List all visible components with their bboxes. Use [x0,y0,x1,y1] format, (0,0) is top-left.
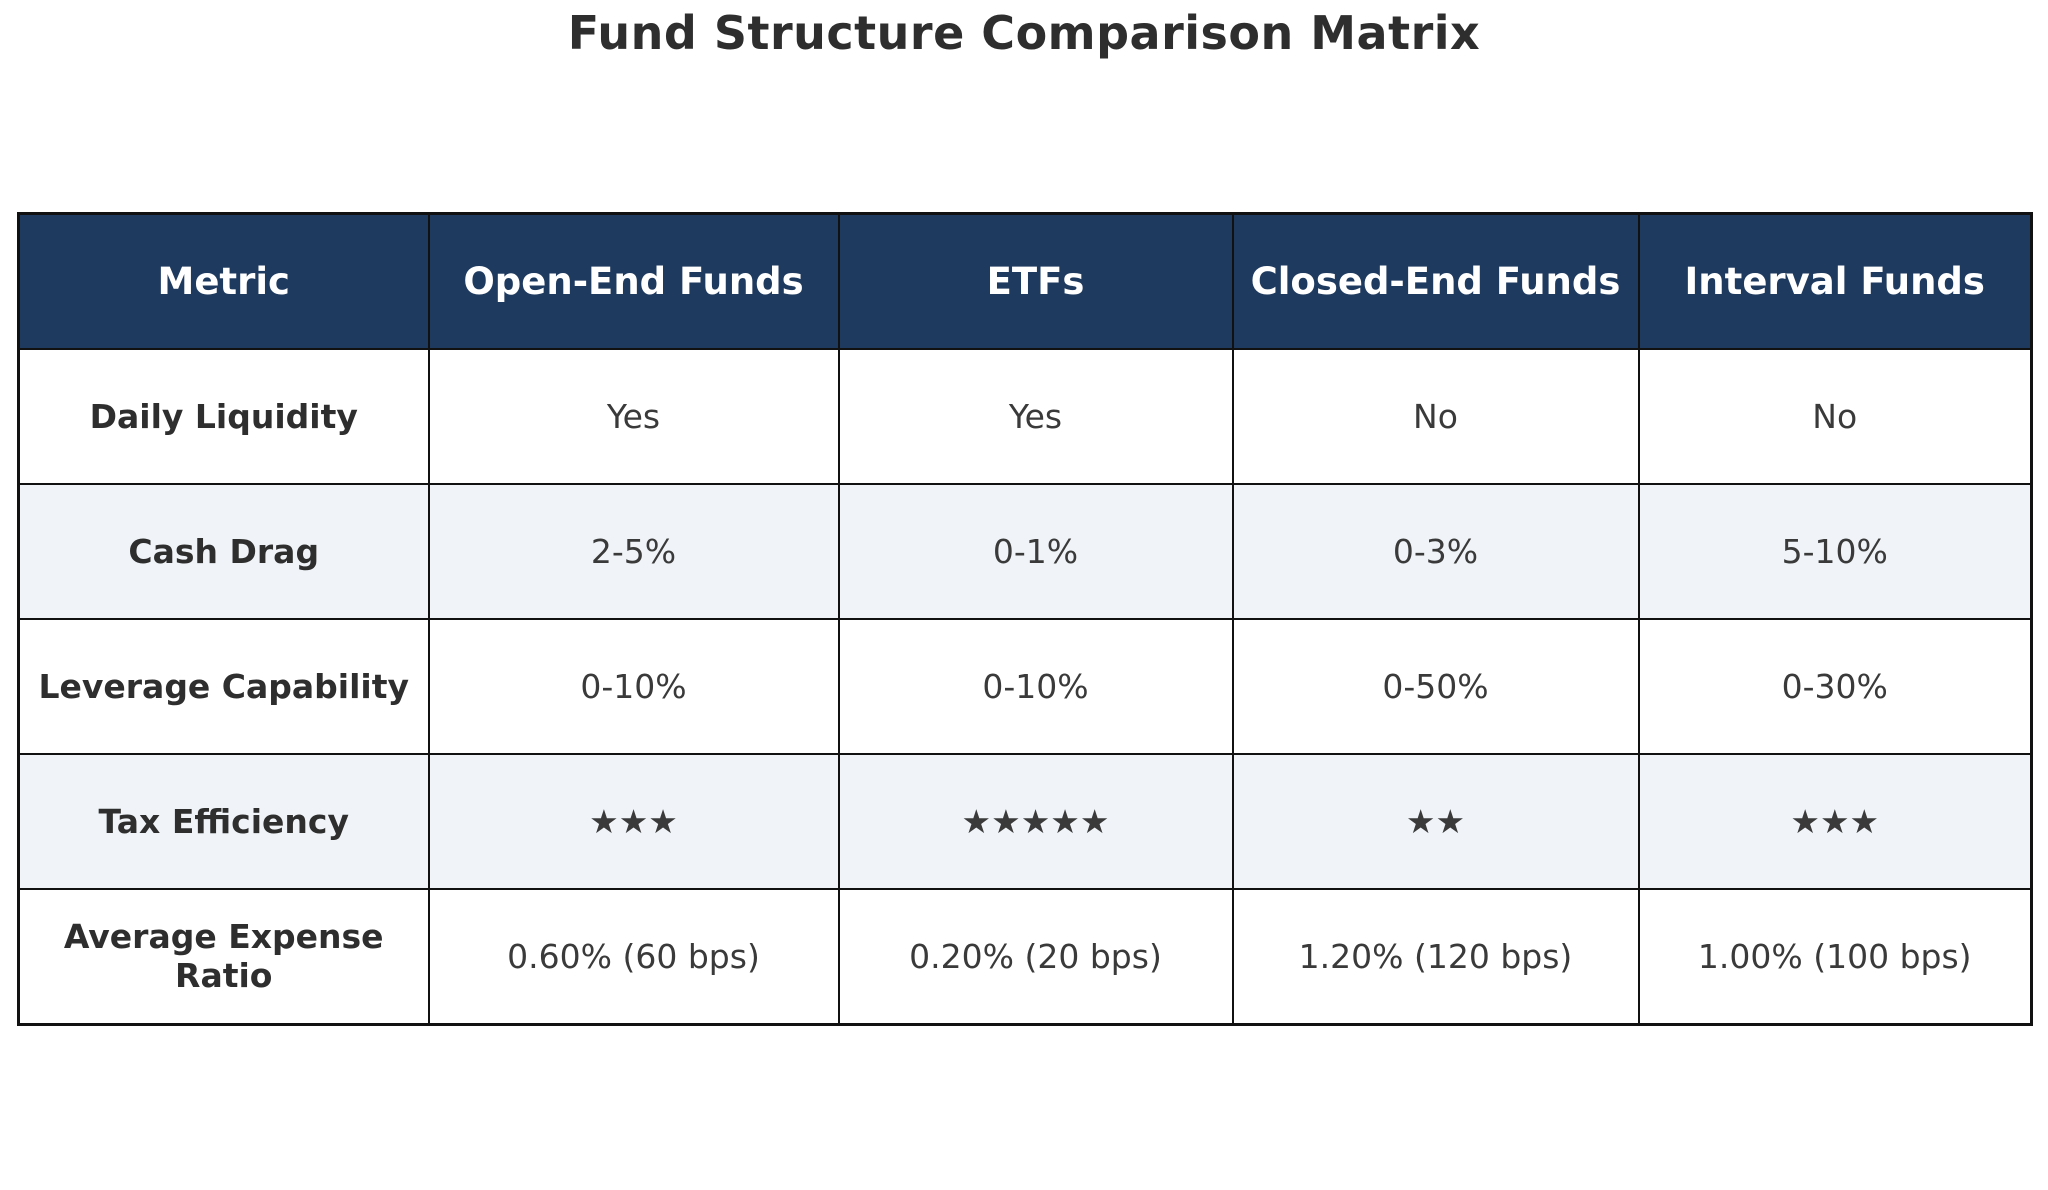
table-row: Cash Drag 2-5% 0-1% 0-3% 5-10% [17,483,2033,620]
value-cell: No [1637,348,2033,485]
value-cell: ★★★ [1637,753,2033,890]
table-header: Metric Open-End Funds ETFs Closed-End Funds… [17,212,2033,350]
table-row: Leverage Capability 0-10% 0-10% 0-50% 0-30% [17,618,2033,755]
value-cell: 1.20% (120 bps) [1231,888,1640,1025]
value-cell: 0-10% [427,618,840,755]
metric-cell: Average Expense Ratio [17,888,430,1025]
value-cell: ★★★ [427,753,840,890]
value-cell: 0-50% [1231,618,1640,755]
value-cell: 0.20% (20 bps) [837,888,1234,1025]
comparison-table-container: Metric Open-End Funds ETFs Closed-End Funds… [17,212,2033,1026]
value-cell: 2-5% [427,483,840,620]
value-cell: 0.60% (60 bps) [427,888,840,1025]
metric-cell: Tax Efficiency [17,753,430,890]
header-cell-1: Open-End Funds [427,212,840,350]
metric-cell: Cash Drag [17,483,430,620]
value-cell: 5-10% [1637,483,2033,620]
value-cell: Yes [427,348,840,485]
header-row: Metric Open-End Funds ETFs Closed-End Funds… [17,212,2033,350]
header-cell-2: ETFs [837,212,1234,350]
header-cell-3: Closed-End Funds [1231,212,1640,350]
value-cell: 0-1% [837,483,1234,620]
value-cell: ★★★★★ [837,753,1234,890]
fund-comparison-table: Metric Open-End Funds ETFs Closed-End Funds… [17,212,2033,1026]
value-cell: 1.00% (100 bps) [1637,888,2033,1025]
table-row: Daily Liquidity Yes Yes No No [17,348,2033,485]
page-title: Fund Structure Comparison Matrix [567,6,1481,60]
table-row: Tax Efficiency ★★★ ★★★★★ ★★ ★★★ [17,753,2033,890]
header-cell-4: Interval Funds [1637,212,2033,350]
value-cell: No [1231,348,1640,485]
table-row: Average Expense Ratio 0.60% (60 bps) 0.20%… [17,888,2033,1025]
value-cell: 0-30% [1637,618,2033,755]
metric-cell: Leverage Capability [17,618,430,755]
table-body: Daily Liquidity Yes Yes No No Cash Drag 2-5% 0-… [17,348,2033,1025]
metric-cell: Daily Liquidity [17,348,430,485]
value-cell: 0-3% [1231,483,1640,620]
value-cell: Yes [837,348,1234,485]
header-cell-0: Metric [17,212,430,350]
value-cell: 0-10% [837,618,1234,755]
value-cell: ★★ [1231,753,1640,890]
